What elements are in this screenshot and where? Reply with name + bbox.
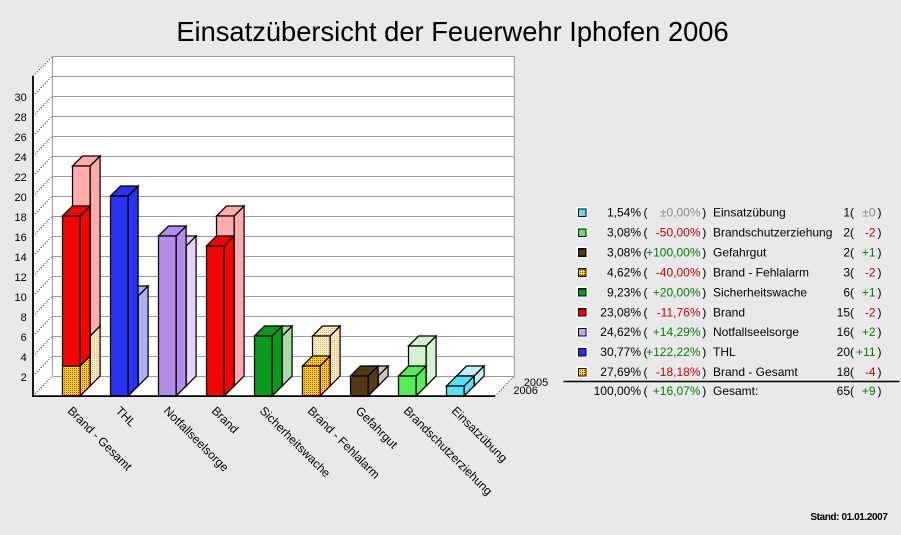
svg-text:): ) bbox=[878, 365, 882, 379]
svg-text:24,62%: 24,62% bbox=[600, 325, 641, 339]
svg-text:): ) bbox=[878, 245, 882, 259]
svg-text:18(: 18( bbox=[837, 365, 854, 379]
svg-text:4,62%: 4,62% bbox=[607, 265, 641, 279]
svg-text:30,77%: 30,77% bbox=[600, 345, 641, 359]
svg-text:16: 16 bbox=[15, 232, 27, 244]
svg-text:2006: 2006 bbox=[513, 385, 537, 397]
svg-text:-11,76%: -11,76% bbox=[657, 305, 701, 319]
svg-text:): ) bbox=[878, 265, 882, 279]
svg-text:Gesamt:: Gesamt: bbox=[713, 384, 758, 398]
svg-text:2005: 2005 bbox=[524, 377, 548, 389]
svg-text:): ) bbox=[702, 245, 706, 259]
svg-text:Stand: 01.01.2007: Stand: 01.01.2007 bbox=[810, 512, 888, 523]
svg-text:Notfallseelsorge: Notfallseelsorge bbox=[713, 325, 799, 339]
svg-text:): ) bbox=[878, 285, 882, 299]
svg-text:(: ( bbox=[644, 365, 648, 379]
svg-text:(: ( bbox=[644, 245, 648, 259]
svg-text:+20,00%: +20,00% bbox=[653, 285, 701, 299]
svg-text:±0: ±0 bbox=[862, 206, 876, 220]
svg-text:16(: 16( bbox=[837, 325, 854, 339]
svg-text:1(: 1( bbox=[843, 206, 854, 220]
svg-text:): ) bbox=[702, 225, 706, 239]
svg-text:): ) bbox=[878, 345, 882, 359]
svg-text:20: 20 bbox=[15, 192, 27, 204]
svg-text:Einsatzübung: Einsatzübung bbox=[713, 206, 786, 220]
svg-text:(: ( bbox=[644, 305, 648, 319]
svg-text:+2: +2 bbox=[862, 325, 876, 339]
svg-text:28: 28 bbox=[15, 112, 27, 124]
svg-text:6(: 6( bbox=[843, 285, 854, 299]
svg-text:): ) bbox=[702, 345, 706, 359]
svg-text:+1: +1 bbox=[862, 285, 876, 299]
svg-text:-4: -4 bbox=[865, 365, 876, 379]
svg-text:12: 12 bbox=[15, 272, 27, 284]
svg-text:23,08%: 23,08% bbox=[600, 305, 641, 319]
svg-text:Brandschutzerziehung: Brandschutzerziehung bbox=[713, 225, 832, 239]
svg-text:10: 10 bbox=[15, 292, 27, 304]
svg-text:): ) bbox=[702, 305, 706, 319]
svg-text:(: ( bbox=[644, 225, 648, 239]
svg-text:30: 30 bbox=[15, 92, 27, 104]
svg-text:): ) bbox=[878, 305, 882, 319]
svg-text:2(: 2( bbox=[843, 245, 854, 259]
svg-text:): ) bbox=[702, 265, 706, 279]
svg-text:20(: 20( bbox=[837, 345, 854, 359]
svg-text:): ) bbox=[702, 365, 706, 379]
svg-text:22: 22 bbox=[15, 172, 27, 184]
svg-text:+11: +11 bbox=[856, 345, 876, 359]
svg-text:Gefahrgut: Gefahrgut bbox=[713, 245, 767, 259]
svg-text:): ) bbox=[702, 206, 706, 220]
svg-text:±0,00%: ±0,00% bbox=[660, 206, 701, 220]
svg-text:3(: 3( bbox=[843, 265, 854, 279]
svg-text:2(: 2( bbox=[843, 225, 854, 239]
svg-text:+1: +1 bbox=[862, 245, 876, 259]
svg-text:+122,22%: +122,22% bbox=[646, 345, 701, 359]
svg-text:15(: 15( bbox=[837, 305, 854, 319]
svg-text:1,54%: 1,54% bbox=[607, 206, 641, 220]
svg-text:-2: -2 bbox=[865, 265, 876, 279]
svg-text:100,00%: 100,00% bbox=[594, 384, 642, 398]
svg-text:): ) bbox=[702, 325, 706, 339]
svg-text:26: 26 bbox=[15, 132, 27, 144]
svg-text:3,08%: 3,08% bbox=[607, 245, 641, 259]
svg-text:9,23%: 9,23% bbox=[607, 285, 641, 299]
svg-text:): ) bbox=[878, 384, 882, 398]
svg-text:+9: +9 bbox=[862, 384, 876, 398]
svg-text:): ) bbox=[878, 325, 882, 339]
svg-text:+100,00%: +100,00% bbox=[646, 245, 701, 259]
svg-text:Brand: Brand bbox=[713, 305, 745, 319]
svg-text:2: 2 bbox=[21, 372, 27, 384]
svg-text:(: ( bbox=[644, 384, 648, 398]
svg-text:+16,07%: +16,07% bbox=[653, 384, 701, 398]
svg-text:(: ( bbox=[644, 325, 648, 339]
svg-text:6: 6 bbox=[21, 332, 27, 344]
svg-text:Brand - Gesamt: Brand - Gesamt bbox=[713, 365, 798, 379]
svg-text:): ) bbox=[702, 384, 706, 398]
svg-text:18: 18 bbox=[15, 212, 27, 224]
svg-text:(: ( bbox=[644, 285, 648, 299]
svg-text:): ) bbox=[702, 285, 706, 299]
svg-text:+14,29%: +14,29% bbox=[653, 325, 701, 339]
svg-text:4: 4 bbox=[21, 352, 27, 364]
svg-text:3,08%: 3,08% bbox=[607, 225, 641, 239]
svg-text:): ) bbox=[878, 206, 882, 220]
svg-text:(: ( bbox=[644, 265, 648, 279]
svg-text:(: ( bbox=[644, 206, 648, 220]
svg-text:24: 24 bbox=[15, 152, 27, 164]
svg-text:-2: -2 bbox=[865, 225, 876, 239]
svg-text:Brand - Fehlalarm: Brand - Fehlalarm bbox=[713, 265, 809, 279]
svg-text:-18,18%: -18,18% bbox=[656, 365, 701, 379]
svg-text:): ) bbox=[878, 225, 882, 239]
svg-text:-40,00%: -40,00% bbox=[656, 265, 701, 279]
svg-text:8: 8 bbox=[21, 312, 27, 324]
svg-text:-2: -2 bbox=[865, 305, 876, 319]
svg-text:Sicherheitswache: Sicherheitswache bbox=[713, 285, 807, 299]
svg-text:65(: 65( bbox=[837, 384, 854, 398]
svg-text:(: ( bbox=[644, 345, 648, 359]
svg-text:THL: THL bbox=[713, 345, 736, 359]
svg-text:14: 14 bbox=[15, 252, 27, 264]
svg-text:27,69%: 27,69% bbox=[600, 365, 641, 379]
svg-text:-50,00%: -50,00% bbox=[656, 225, 701, 239]
